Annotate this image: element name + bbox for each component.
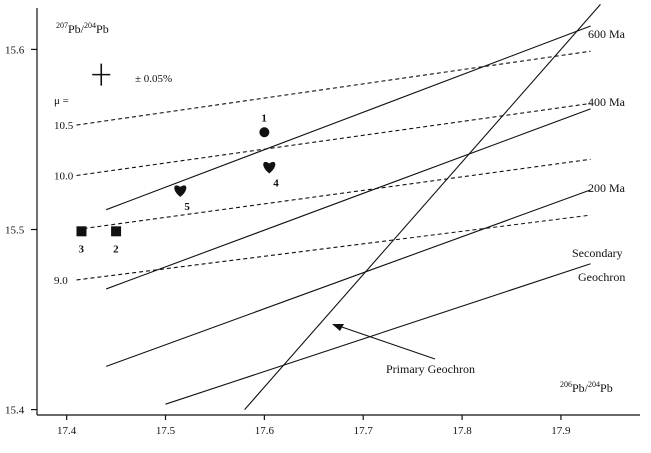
y-tick-label: 15.6 bbox=[5, 44, 25, 56]
isochron-lines bbox=[106, 25, 591, 405]
point-label: 5 bbox=[184, 201, 190, 213]
mu-line bbox=[76, 158, 591, 231]
isochron-label-400: 400 Ma bbox=[588, 95, 626, 109]
x-tick-label: 17.5 bbox=[156, 425, 176, 437]
error-bar-label: ± 0.05% bbox=[135, 73, 172, 85]
mu-header: μ = bbox=[54, 95, 69, 107]
point-label: 3 bbox=[78, 243, 84, 255]
x-ticks: 17.4 17.5 17.6 17.7 17.8 17.9 bbox=[57, 415, 571, 437]
primary-geochron-label: Primary Geochron bbox=[386, 362, 475, 376]
mu-label: 9.0 bbox=[54, 275, 68, 287]
mu-line bbox=[76, 214, 591, 281]
secondary-geochron-label-line1: Secondary bbox=[572, 246, 623, 260]
mu-lines: 10.5 10.0 9.0 bbox=[54, 50, 591, 287]
isochron-line bbox=[106, 108, 591, 290]
secondary-geochron-label-line2: Geochron bbox=[578, 270, 625, 284]
y-tick-label: 15.4 bbox=[5, 405, 25, 417]
y-tick-label: 15.5 bbox=[5, 225, 25, 237]
point-marker-heart bbox=[174, 185, 187, 197]
point-marker-heart bbox=[263, 161, 276, 174]
x-tick-label: 17.4 bbox=[57, 425, 77, 437]
primary-geochron-arrow bbox=[332, 324, 436, 360]
x-axis-label: 206Pb/204Pb bbox=[560, 380, 613, 395]
isochron-label-600: 600 Ma bbox=[588, 27, 626, 41]
data-points: 1 2 3 4 5 bbox=[76, 112, 279, 255]
mu-label: 10.5 bbox=[54, 120, 74, 132]
y-ticks: 15.4 15.5 15.6 bbox=[5, 44, 37, 417]
mu-line bbox=[76, 102, 591, 177]
mu-line bbox=[76, 50, 591, 126]
isochron-line bbox=[106, 25, 591, 211]
isochron-label-200: 200 Ma bbox=[588, 181, 626, 195]
isochron-line bbox=[106, 189, 591, 367]
point-marker-square bbox=[111, 226, 122, 237]
x-tick-label: 17.9 bbox=[551, 425, 571, 437]
x-tick-label: 17.7 bbox=[354, 425, 374, 437]
x-tick-label: 17.8 bbox=[452, 425, 472, 437]
point-label: 4 bbox=[273, 177, 279, 189]
primary-geochron-line bbox=[244, 4, 601, 410]
mu-label: 10.0 bbox=[54, 170, 74, 182]
point-marker-circle bbox=[259, 127, 270, 138]
point-label: 1 bbox=[261, 112, 267, 124]
point-marker-square bbox=[76, 226, 87, 237]
point-label: 2 bbox=[113, 243, 119, 255]
error-bar-legend: ± 0.05% bbox=[92, 63, 172, 86]
y-axis-label: 207Pb/204Pb bbox=[56, 21, 109, 36]
x-tick-label: 17.6 bbox=[255, 425, 275, 437]
isochron-line bbox=[165, 263, 591, 405]
